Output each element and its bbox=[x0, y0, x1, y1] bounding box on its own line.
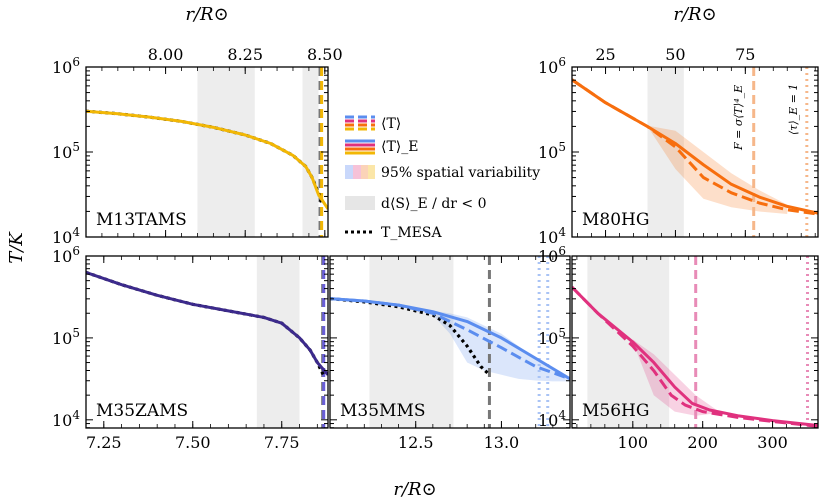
x-axis-label-top-right: r/R⊙ bbox=[673, 4, 716, 25]
tau-annotation: ⟨τ⟩_E = 1 bbox=[787, 84, 800, 135]
legend-label-spread: 95% spatial variability bbox=[381, 165, 540, 181]
shaded-region bbox=[256, 256, 300, 428]
panel-label: M13TAMS bbox=[96, 210, 187, 230]
x-tick-label: 75 bbox=[735, 45, 755, 64]
x-tick-label: 7.50 bbox=[175, 433, 211, 452]
series-line bbox=[86, 109, 328, 210]
y-tick-label: 106 bbox=[52, 244, 80, 266]
panel-label: M35ZAMS bbox=[96, 401, 188, 421]
legend: ⟨T⟩ ⟨T⟩_E 95% spatial variability d⟨S⟩_E… bbox=[345, 115, 540, 241]
x-tick-label: 25 bbox=[595, 45, 615, 64]
y-tick-label: 104 bbox=[52, 408, 80, 430]
y-tick-label: 104 bbox=[538, 408, 566, 430]
series-line bbox=[572, 78, 818, 215]
shaded-region bbox=[302, 67, 319, 237]
x-tick-label: 8.25 bbox=[227, 45, 263, 64]
panel-m35mms: 12.5 13.0 M35MMS bbox=[329, 255, 571, 452]
x-axis-label-bottom: r/R⊙ bbox=[393, 479, 436, 500]
y-tick-label: 106 bbox=[52, 55, 80, 77]
x-tick-label: 8.50 bbox=[307, 45, 343, 64]
x-tick-label: 12.5 bbox=[398, 433, 434, 452]
shaded-region bbox=[587, 256, 670, 428]
legend-label-mean-T: ⟨T⟩ bbox=[381, 116, 401, 132]
y-tick-label: 105 bbox=[52, 326, 80, 348]
panel-m35zams: 104 105 106 7.25 7.50 7.75 M35ZAMS bbox=[52, 244, 329, 452]
series-line bbox=[572, 286, 818, 428]
legend-swatch-mean-T bbox=[345, 115, 375, 131]
x-tick-label: 50 bbox=[665, 45, 685, 64]
y-tick-label: 105 bbox=[538, 140, 566, 162]
x-axis-label-top-left: r/R⊙ bbox=[185, 4, 228, 25]
x-tick-label: 100 bbox=[618, 433, 649, 452]
x-tick-label: 13.0 bbox=[484, 433, 520, 452]
y-axis-label: T/K bbox=[6, 231, 27, 264]
panel-m13tams: 104 105 106 8.00 8.25 8.50 M13TAMS bbox=[52, 45, 343, 247]
shaded-region bbox=[197, 67, 255, 237]
y-tick-label: 106 bbox=[538, 244, 566, 266]
x-tick-label: 7.75 bbox=[264, 433, 300, 452]
x-tick-label: 300 bbox=[757, 433, 788, 452]
series-line bbox=[86, 270, 328, 376]
legend-label-dsdr: d⟨S⟩_E / dr < 0 bbox=[381, 196, 487, 212]
y-tick-label: 104 bbox=[538, 225, 566, 247]
x-tick-label: 200 bbox=[687, 433, 718, 452]
shaded-region bbox=[369, 256, 454, 428]
panel-label: M35MMS bbox=[340, 401, 426, 421]
panel-label: M56HG bbox=[582, 401, 649, 421]
y-tick-label: 105 bbox=[538, 326, 566, 348]
legend-label-mean-T-E: ⟨T⟩_E bbox=[381, 139, 418, 155]
y-tick-label: 106 bbox=[538, 55, 566, 77]
x-tick-label: 8.00 bbox=[148, 45, 184, 64]
legend-swatch-spread bbox=[345, 165, 375, 179]
y-tick-label: 104 bbox=[52, 225, 80, 247]
panel-label: M80HG bbox=[582, 210, 649, 230]
panel-m56hg: 104 105 106 100 200 300 M56HG bbox=[538, 244, 819, 452]
legend-label-mesa: T_MESA bbox=[381, 225, 442, 241]
x-tick-label: 7.25 bbox=[86, 433, 122, 452]
series-line bbox=[330, 297, 570, 381]
legend-swatch-mean-T-E bbox=[345, 139, 375, 155]
legend-swatch-dsdr bbox=[345, 196, 375, 210]
flux-annotation: F = σ⟨T⟩⁴_E bbox=[732, 85, 745, 151]
panel-m80hg: 104 105 106 25 50 75 M80HG bbox=[538, 45, 819, 247]
shaded-region bbox=[647, 67, 684, 237]
y-tick-label: 105 bbox=[52, 140, 80, 162]
